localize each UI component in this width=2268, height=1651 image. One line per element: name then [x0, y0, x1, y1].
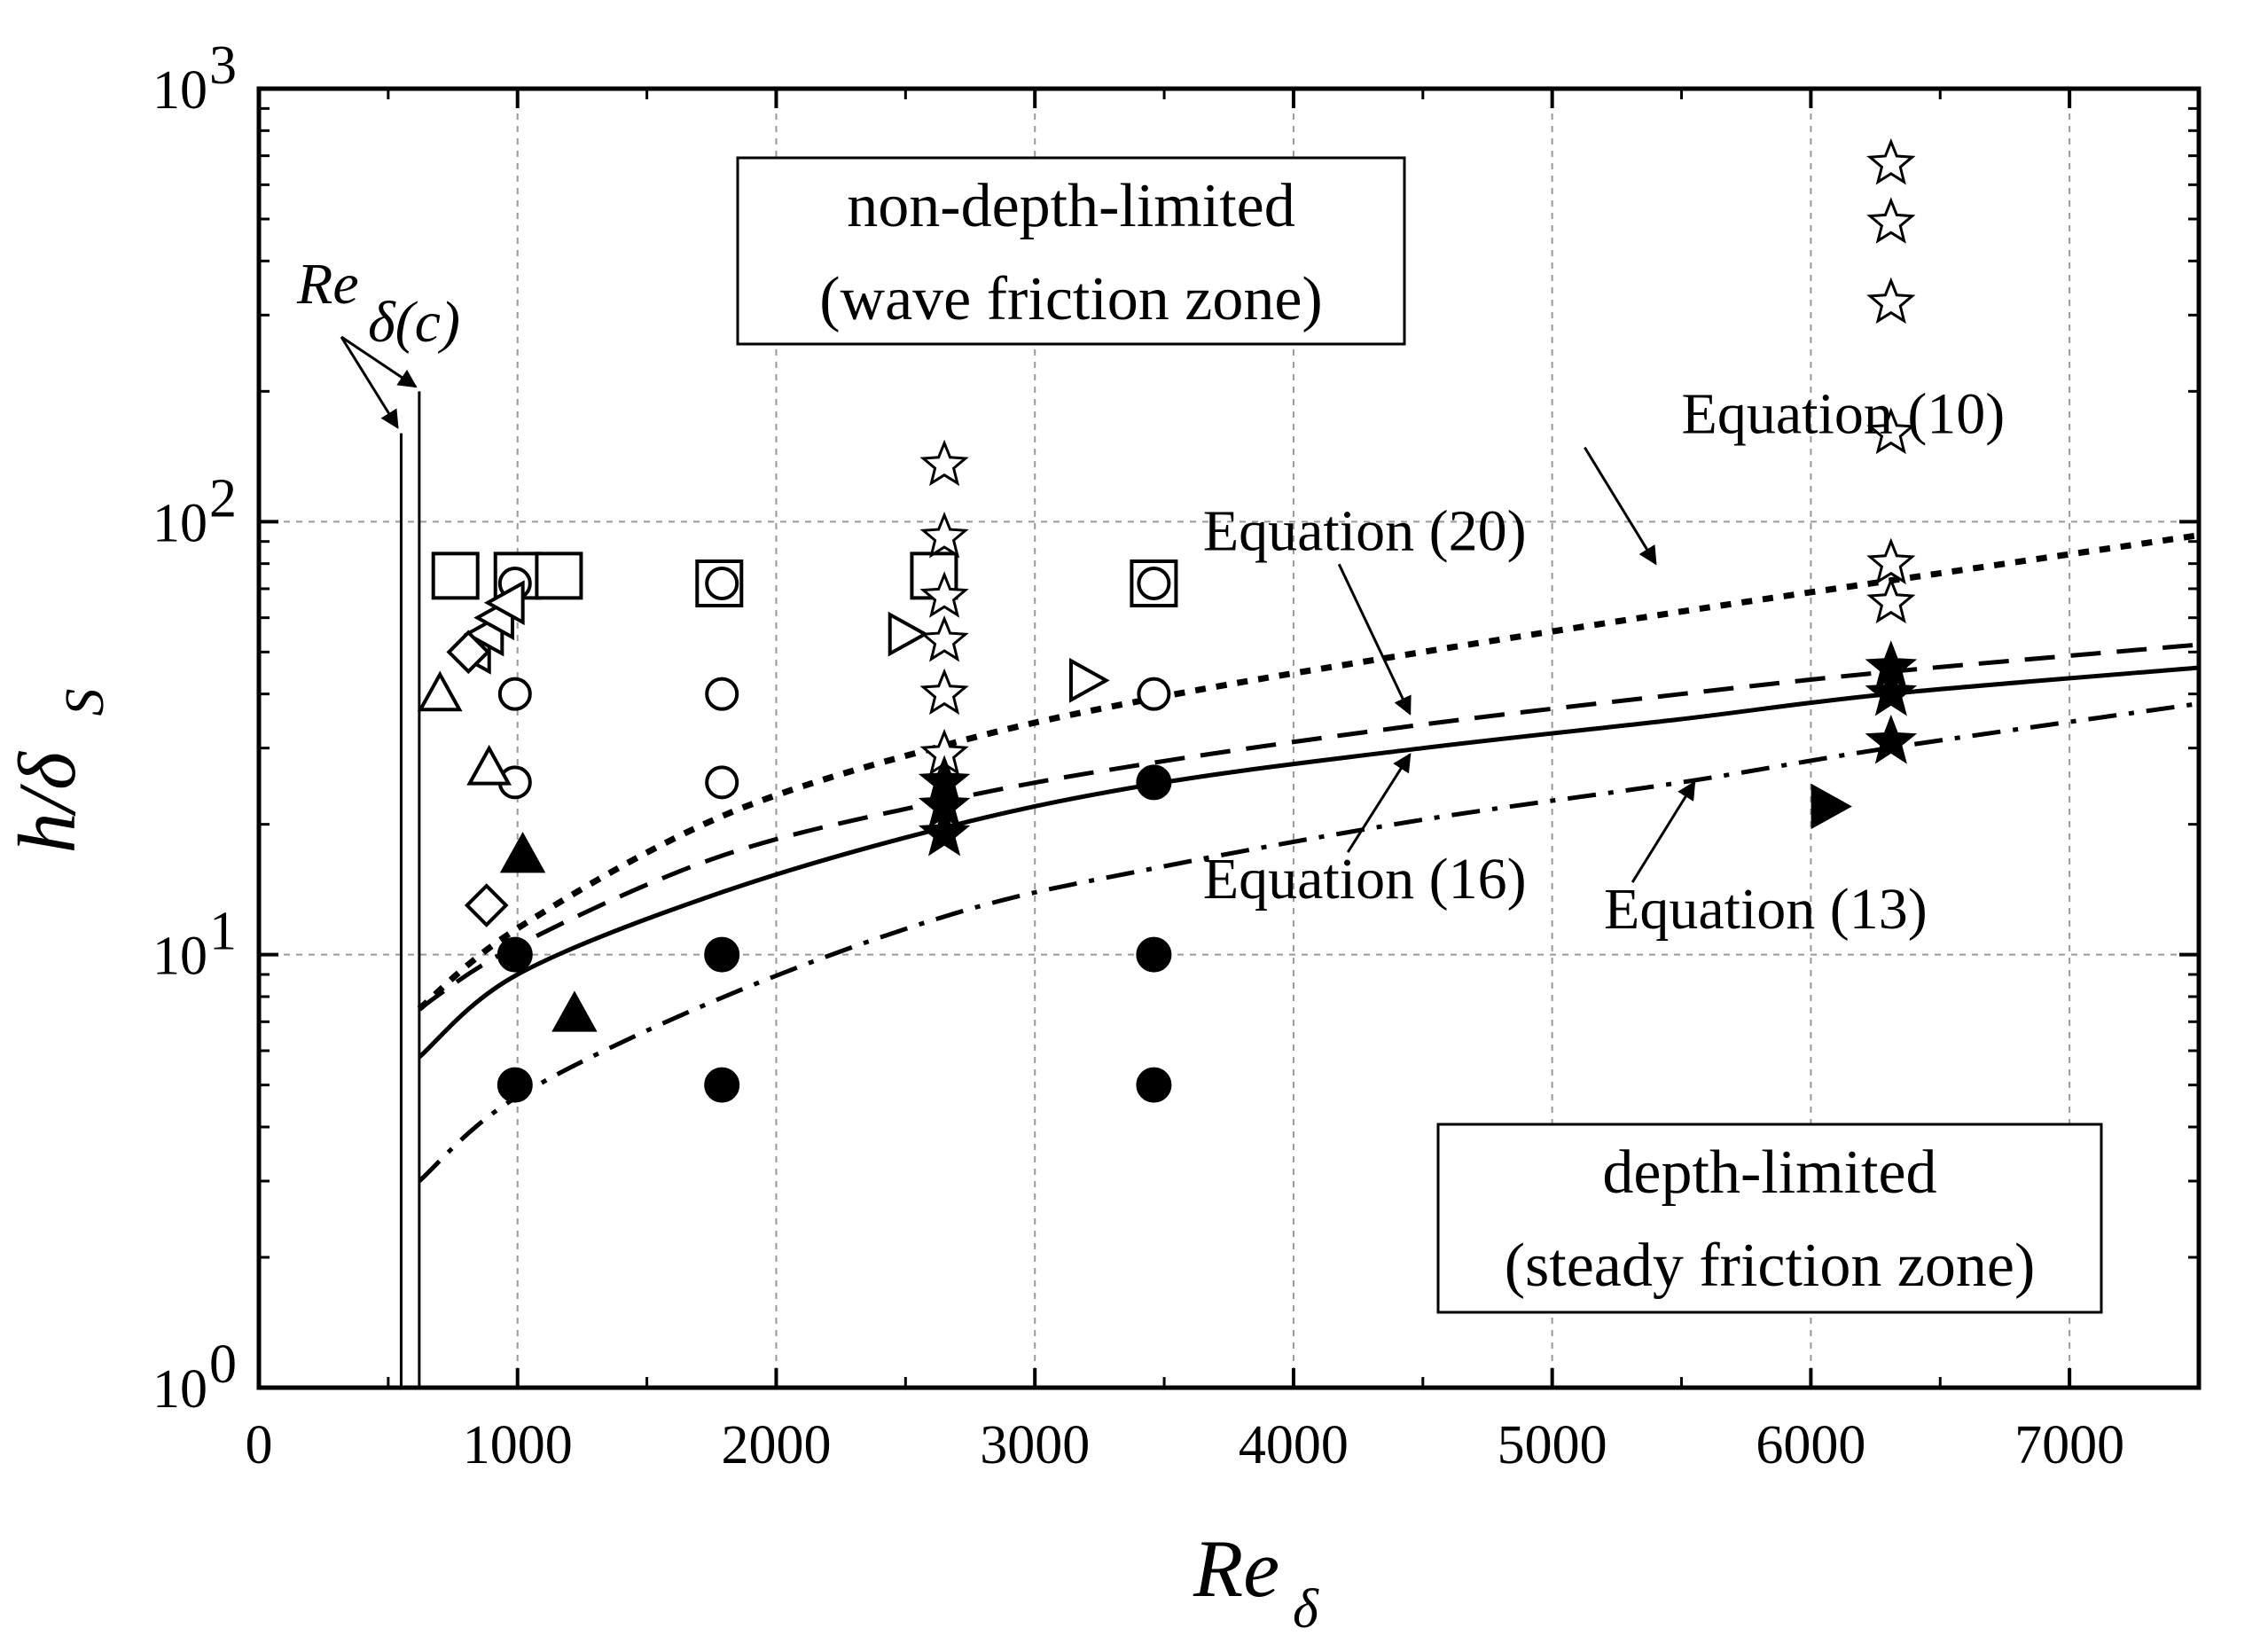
curves [417, 532, 2200, 1183]
zone-labels: non-depth-limited (wave friction zone) dep… [736, 156, 2103, 1314]
marker-filled-circle [704, 1067, 740, 1103]
x-tick-label: 2000 [721, 1415, 831, 1475]
marker-filled-circle [497, 936, 533, 973]
marker-open-diamond [446, 630, 491, 675]
y-axis-title: h/δ S [2, 689, 115, 854]
marker-filled-triangle-up [551, 990, 598, 1032]
zone-label-lower-line1: depth-limited [1602, 1138, 1936, 1207]
marker-open-star [919, 439, 969, 487]
x-tick-label: 7000 [2014, 1415, 2124, 1475]
equation-label: Equation (10) [1682, 382, 2006, 447]
x-tick-label: 0 [246, 1415, 273, 1475]
equation-arrow [1337, 563, 1412, 716]
equation-arrow [1346, 753, 1412, 853]
marker-open-star [1866, 197, 1916, 244]
zone-box-upper [736, 156, 1406, 346]
marker-open-triangle-left [483, 580, 525, 626]
marker-open-diamond [464, 883, 509, 927]
curve [418, 665, 2200, 1060]
marker-open-triangle-right [888, 611, 929, 657]
y-axis-title-subscript: S [55, 689, 115, 716]
marker-open-star [1866, 137, 1916, 185]
equation-arrow [1631, 780, 1696, 883]
y-tick-label: 10 [153, 927, 207, 987]
zone-box-lower [1436, 1123, 2103, 1314]
curve [418, 701, 2200, 1183]
x-axis-title-subscript: δ [1293, 1579, 1319, 1639]
marker-open-star [1866, 576, 1916, 624]
marker-filled-circle [1136, 764, 1172, 801]
x-tick-label: 4000 [1239, 1415, 1349, 1475]
y-tick-exponent: 3 [209, 35, 237, 96]
annotations: Reδ(c) Equation (10) Equation (20) Equation… [296, 252, 2005, 942]
marker-open-circle [705, 765, 739, 800]
marker-open-star [1866, 407, 1916, 455]
critical-lines [399, 391, 421, 1388]
marker-open-circle [1137, 677, 1171, 711]
curve [418, 642, 2200, 1011]
marker-open-circle [705, 677, 739, 711]
x-tick-label: 5000 [1498, 1415, 1607, 1475]
marker-filled-circle [1136, 1067, 1172, 1103]
marker-filled-circle [1136, 936, 1172, 973]
marker-open-circle [1137, 567, 1171, 601]
critical-arrow [340, 335, 418, 388]
critical-arrow [340, 336, 399, 429]
zone-label-upper-line2: (wave friction zone) [819, 265, 1323, 333]
plot-frame [256, 86, 2202, 1390]
marker-filled-circle [497, 1067, 533, 1103]
marker-filled-triangle-up [499, 832, 546, 873]
equation-arrow [1584, 446, 1657, 566]
marker-filled-triangle-right [1810, 783, 1852, 830]
curve [417, 532, 2200, 1012]
critical-label: Re [296, 252, 359, 317]
critical-label-subscript: δ(c) [368, 290, 460, 355]
marker-open-star [919, 668, 969, 716]
marker-open-star [1866, 537, 1916, 585]
y-tick-exponent: 2 [209, 468, 237, 528]
marker-open-star [919, 571, 969, 618]
marker-open-triangle-up [466, 744, 512, 786]
y-axis-title-main: h/δ [2, 751, 92, 854]
x-tick-label: 3000 [980, 1415, 1090, 1475]
marker-open-triangle-up [417, 670, 463, 712]
equation-label: Equation (20) [1203, 498, 1527, 563]
x-tick-label: 6000 [1756, 1415, 1865, 1475]
x-axis-title: Re [1193, 1523, 1279, 1614]
marker-filled-circle [704, 936, 740, 973]
marker-filled-star [1865, 666, 1918, 716]
marker-open-circle [705, 567, 739, 601]
y-tick-label: 10 [153, 493, 207, 553]
x-tick-label: 1000 [463, 1415, 573, 1475]
y-tick-exponent: 1 [209, 902, 237, 962]
zone-label-upper-line1: non-depth-limited [847, 172, 1294, 240]
marker-open-star [919, 614, 969, 662]
equation-label: Equation (16) [1203, 847, 1527, 912]
axis-titles: Re δ h/δ S [2, 689, 1319, 1640]
marker-open-circle [497, 677, 532, 711]
marker-open-triangle-right [1068, 657, 1110, 703]
marker-filled-star [1865, 714, 1918, 764]
marker-open-star [919, 511, 969, 559]
marker-open-square [535, 552, 583, 600]
marker-filled-star [918, 806, 971, 857]
marker-open-star [1866, 277, 1916, 325]
marker-open-square [431, 552, 480, 600]
zone-label-lower-line2: (steady friction zone) [1505, 1232, 2036, 1300]
y-tick-label: 10 [153, 60, 207, 121]
y-tick-label: 10 [153, 1359, 207, 1420]
y-tick-exponent: 0 [209, 1334, 237, 1395]
equation-label: Equation (13) [1604, 877, 1928, 942]
markers [417, 137, 1918, 1103]
